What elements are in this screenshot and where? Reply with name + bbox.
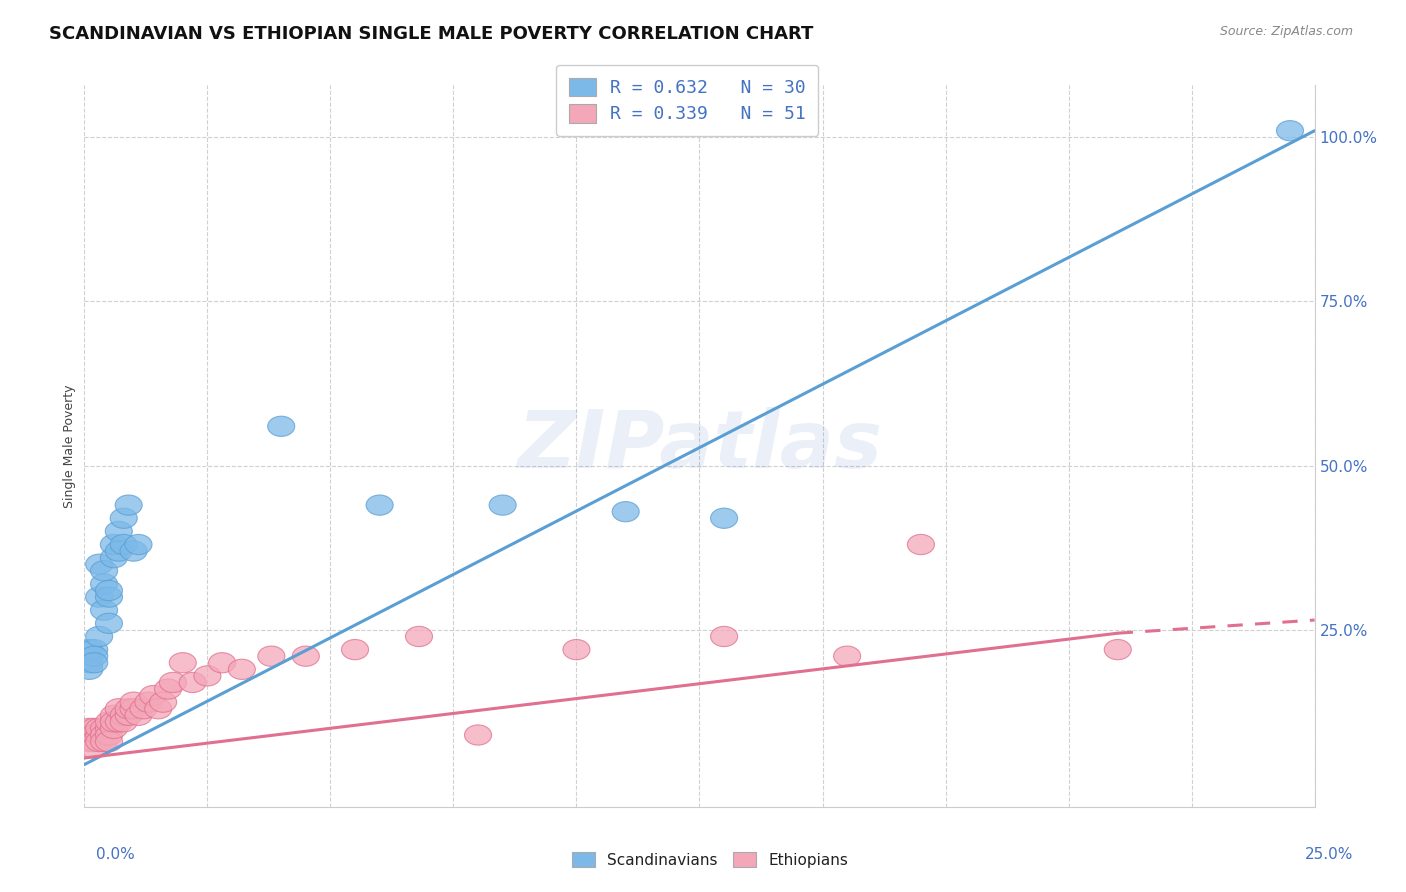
Ellipse shape bbox=[96, 581, 122, 600]
Text: 25.0%: 25.0% bbox=[1305, 847, 1353, 862]
Ellipse shape bbox=[120, 692, 148, 713]
Ellipse shape bbox=[105, 698, 132, 719]
Legend: R = 0.632   N = 30, R = 0.339   N = 51: R = 0.632 N = 30, R = 0.339 N = 51 bbox=[555, 65, 818, 136]
Ellipse shape bbox=[105, 521, 132, 541]
Ellipse shape bbox=[90, 718, 118, 739]
Ellipse shape bbox=[76, 718, 103, 739]
Ellipse shape bbox=[96, 613, 122, 633]
Ellipse shape bbox=[292, 646, 319, 666]
Ellipse shape bbox=[76, 640, 103, 660]
Ellipse shape bbox=[110, 706, 138, 725]
Ellipse shape bbox=[100, 548, 128, 568]
Ellipse shape bbox=[100, 718, 128, 739]
Ellipse shape bbox=[80, 725, 108, 745]
Ellipse shape bbox=[1277, 120, 1303, 141]
Text: Source: ZipAtlas.com: Source: ZipAtlas.com bbox=[1219, 25, 1353, 38]
Ellipse shape bbox=[86, 731, 112, 752]
Ellipse shape bbox=[90, 725, 118, 745]
Ellipse shape bbox=[159, 673, 187, 692]
Ellipse shape bbox=[96, 731, 122, 752]
Ellipse shape bbox=[257, 646, 285, 666]
Ellipse shape bbox=[110, 508, 138, 528]
Ellipse shape bbox=[125, 534, 152, 555]
Ellipse shape bbox=[76, 731, 103, 752]
Ellipse shape bbox=[834, 646, 860, 666]
Text: 0.0%: 0.0% bbox=[96, 847, 135, 862]
Ellipse shape bbox=[105, 541, 132, 561]
Ellipse shape bbox=[96, 587, 122, 607]
Ellipse shape bbox=[907, 534, 935, 555]
Ellipse shape bbox=[612, 501, 640, 522]
Ellipse shape bbox=[100, 712, 128, 732]
Ellipse shape bbox=[145, 698, 172, 719]
Ellipse shape bbox=[179, 673, 207, 692]
Text: SCANDINAVIAN VS ETHIOPIAN SINGLE MALE POVERTY CORRELATION CHART: SCANDINAVIAN VS ETHIOPIAN SINGLE MALE PO… bbox=[49, 25, 814, 43]
Ellipse shape bbox=[80, 738, 108, 758]
Ellipse shape bbox=[80, 718, 108, 739]
Ellipse shape bbox=[86, 718, 112, 739]
Ellipse shape bbox=[80, 731, 108, 752]
Ellipse shape bbox=[80, 640, 108, 660]
Ellipse shape bbox=[90, 731, 118, 752]
Ellipse shape bbox=[129, 698, 157, 719]
Ellipse shape bbox=[90, 600, 118, 620]
Ellipse shape bbox=[489, 495, 516, 516]
Ellipse shape bbox=[96, 718, 122, 739]
Ellipse shape bbox=[76, 659, 103, 680]
Ellipse shape bbox=[228, 659, 256, 680]
Ellipse shape bbox=[80, 653, 108, 673]
Ellipse shape bbox=[80, 646, 108, 666]
Ellipse shape bbox=[90, 574, 118, 594]
Ellipse shape bbox=[710, 626, 738, 647]
Ellipse shape bbox=[139, 685, 167, 706]
Ellipse shape bbox=[76, 653, 103, 673]
Ellipse shape bbox=[96, 725, 122, 745]
Ellipse shape bbox=[405, 626, 433, 647]
Ellipse shape bbox=[464, 725, 492, 745]
Ellipse shape bbox=[115, 706, 142, 725]
Ellipse shape bbox=[86, 587, 112, 607]
Ellipse shape bbox=[342, 640, 368, 660]
Ellipse shape bbox=[120, 698, 148, 719]
Ellipse shape bbox=[710, 508, 738, 528]
Ellipse shape bbox=[115, 698, 142, 719]
Ellipse shape bbox=[194, 665, 221, 686]
Ellipse shape bbox=[86, 725, 112, 745]
Ellipse shape bbox=[155, 679, 181, 699]
Ellipse shape bbox=[366, 495, 394, 516]
Ellipse shape bbox=[208, 653, 236, 673]
Ellipse shape bbox=[86, 554, 112, 574]
Ellipse shape bbox=[100, 534, 128, 555]
Ellipse shape bbox=[267, 417, 295, 436]
Ellipse shape bbox=[1104, 640, 1132, 660]
Y-axis label: Single Male Poverty: Single Male Poverty bbox=[63, 384, 76, 508]
Ellipse shape bbox=[120, 541, 148, 561]
Ellipse shape bbox=[105, 712, 132, 732]
Ellipse shape bbox=[90, 561, 118, 581]
Ellipse shape bbox=[125, 706, 152, 725]
Ellipse shape bbox=[135, 692, 162, 713]
Ellipse shape bbox=[149, 692, 177, 713]
Ellipse shape bbox=[169, 653, 197, 673]
Ellipse shape bbox=[96, 712, 122, 732]
Text: ZIPatlas: ZIPatlas bbox=[517, 407, 882, 485]
Ellipse shape bbox=[115, 495, 142, 516]
Ellipse shape bbox=[100, 706, 128, 725]
Ellipse shape bbox=[110, 712, 138, 732]
Legend: Scandinavians, Ethiopians: Scandinavians, Ethiopians bbox=[567, 846, 853, 873]
Ellipse shape bbox=[110, 534, 138, 555]
Ellipse shape bbox=[86, 626, 112, 647]
Ellipse shape bbox=[562, 640, 591, 660]
Ellipse shape bbox=[76, 725, 103, 745]
